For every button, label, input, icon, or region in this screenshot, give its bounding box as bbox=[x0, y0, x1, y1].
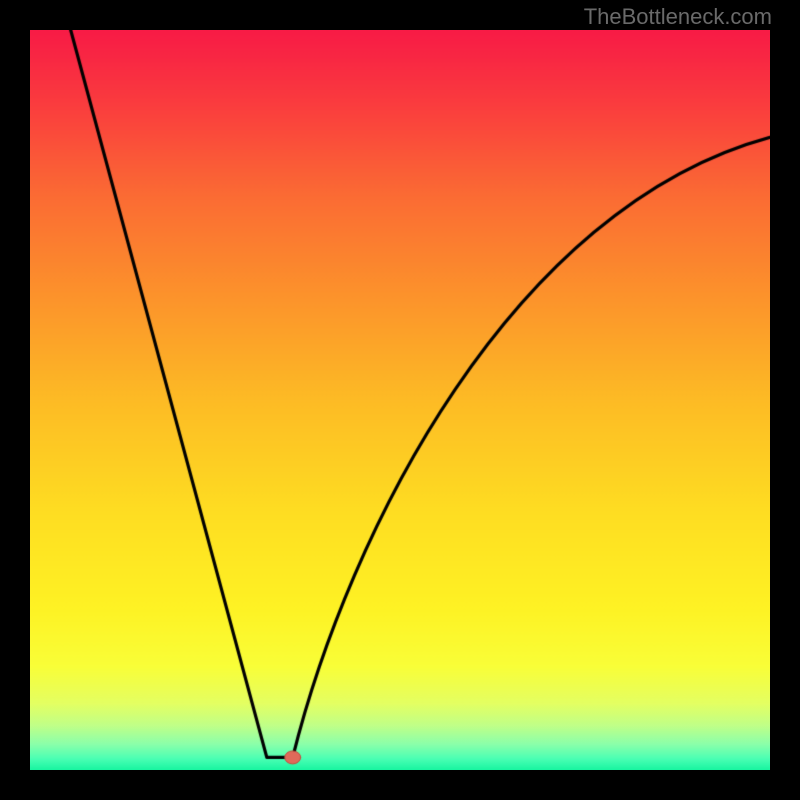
watermark-text: TheBottleneck.com bbox=[584, 4, 772, 30]
chart-stage: TheBottleneck.com bbox=[0, 0, 800, 800]
bottleneck-curve-layer bbox=[30, 30, 770, 770]
plot-area bbox=[30, 30, 770, 770]
